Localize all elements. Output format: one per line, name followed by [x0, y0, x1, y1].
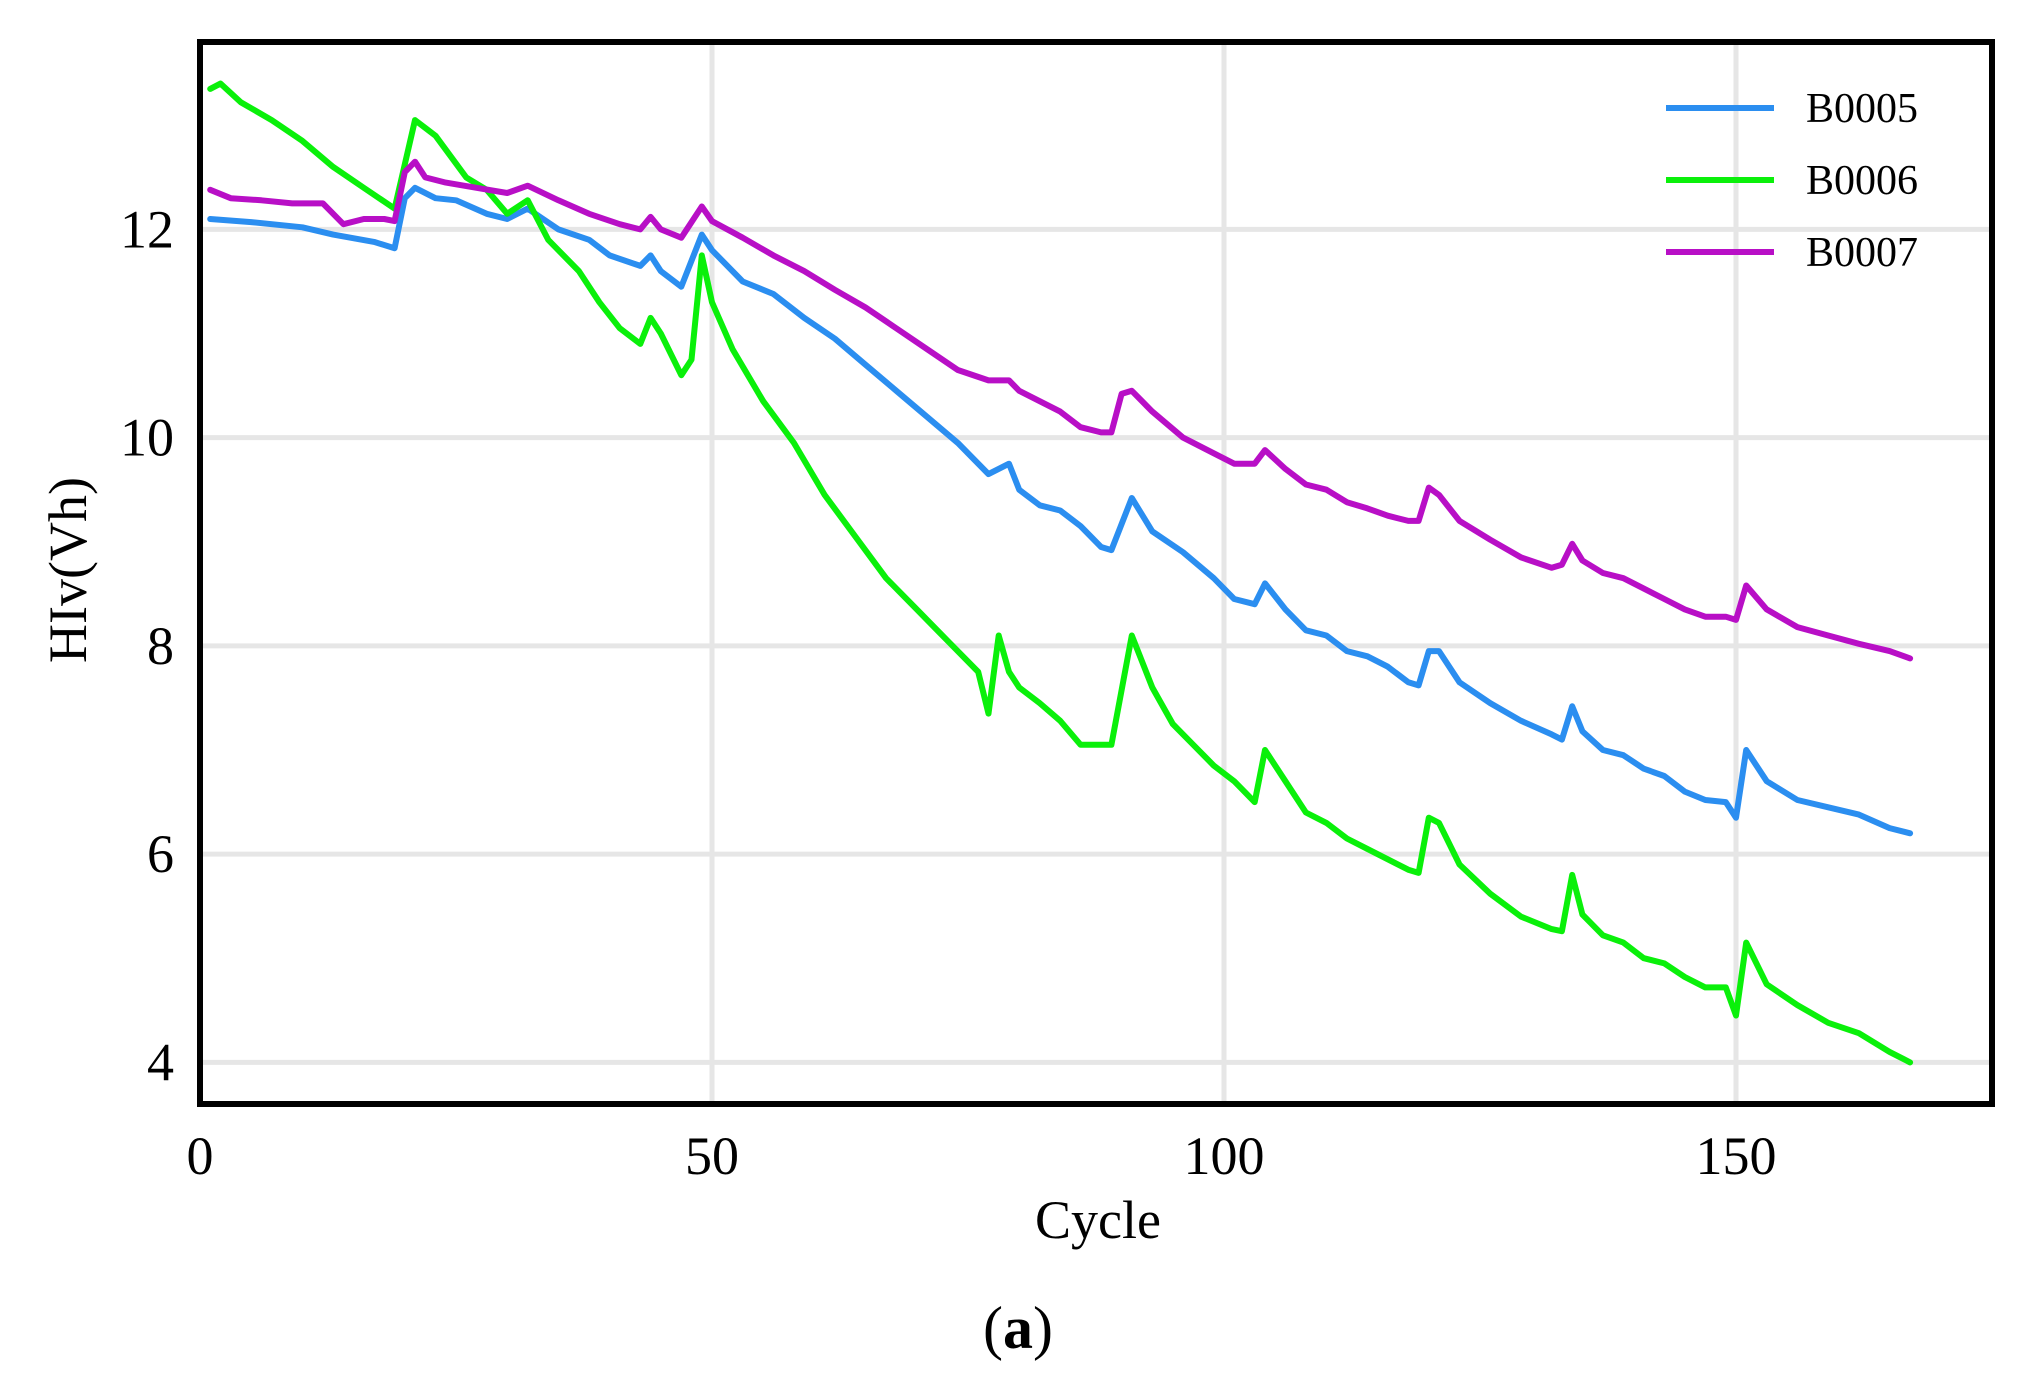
series-line-b0005 — [207, 184, 1914, 837]
ticks-layer: 0 50 100 150 4 6 8 10 12 — [120, 199, 1777, 1186]
y-tick-label: 10 — [120, 408, 174, 468]
y-tick-label: 8 — [147, 616, 174, 676]
caption-open-paren: ( — [983, 1295, 1003, 1361]
caption-letter: a — [1003, 1295, 1033, 1361]
x-axis-title: Cycle — [1035, 1190, 1161, 1250]
x-tick-label: 0 — [187, 1126, 214, 1186]
legend-label-b0006: B0006 — [1806, 158, 1918, 204]
legend-label-b0005: B0005 — [1806, 86, 1918, 132]
legend-label-b0007: B0007 — [1806, 230, 1918, 276]
y-tick-label: 4 — [147, 1032, 174, 1092]
x-tick-label: 100 — [1184, 1126, 1265, 1186]
y-axis-title: HIv(Vh) — [38, 477, 98, 663]
legend: B0005 B0006 B0007 — [1666, 86, 1918, 276]
series-line-b0007 — [207, 158, 1914, 662]
y-tick-label: 6 — [147, 824, 174, 884]
figure-caption: (a) — [983, 1295, 1053, 1361]
grid-layer — [200, 42, 1992, 1104]
series-layer — [207, 80, 1914, 1066]
plot-frame — [197, 39, 1995, 1107]
x-tick-label: 150 — [1696, 1126, 1777, 1186]
series-line-b0006 — [207, 80, 1914, 1066]
caption-close-paren: ) — [1033, 1295, 1053, 1361]
x-tick-label: 50 — [685, 1126, 739, 1186]
y-tick-label: 12 — [120, 199, 174, 259]
